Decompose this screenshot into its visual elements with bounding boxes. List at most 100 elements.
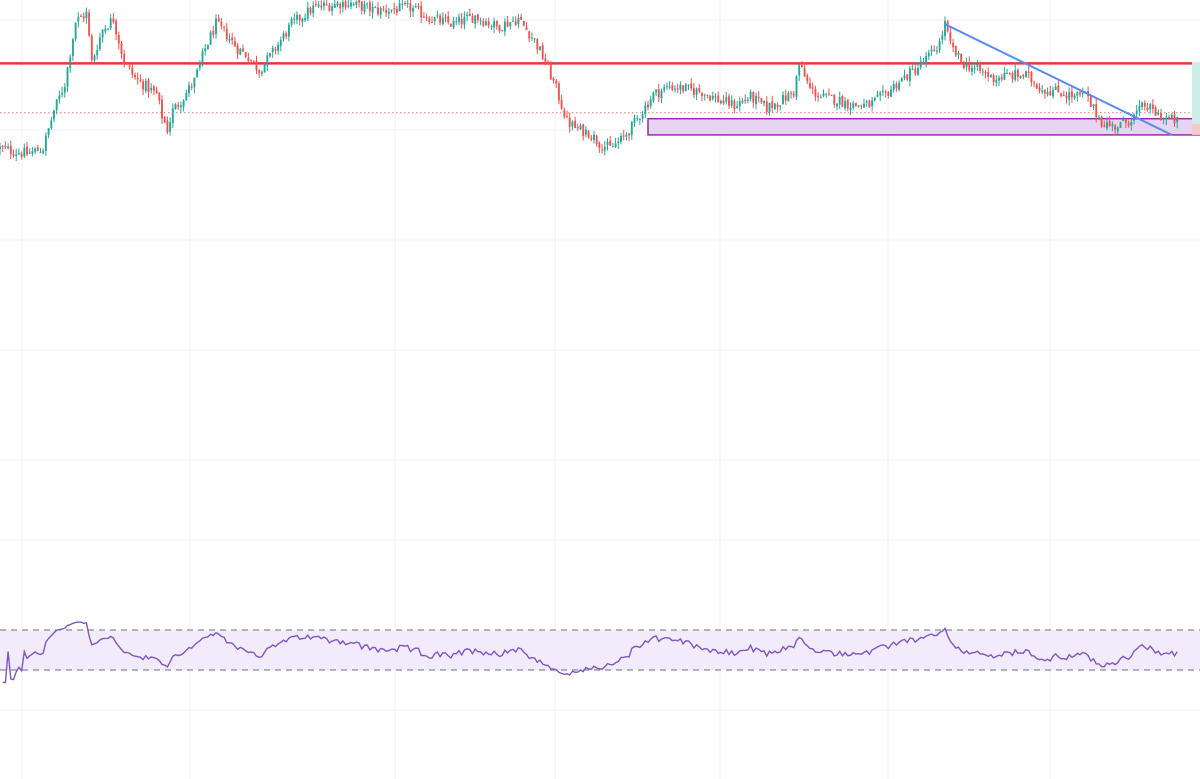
candle-body: [1076, 92, 1079, 96]
candle-up: [1092, 103, 1095, 111]
candle-body: [644, 105, 647, 115]
candle-body: [692, 88, 695, 95]
candle-body: [487, 21, 490, 26]
candle-up: [509, 22, 512, 30]
candle-body: [115, 20, 118, 35]
candle-body: [900, 78, 903, 82]
candle-body: [20, 153, 23, 157]
candle-down: [914, 64, 917, 77]
candle-body: [301, 18, 304, 22]
candle-up: [763, 100, 766, 107]
candle-up: [687, 84, 690, 91]
rsi-pane[interactable]: [0, 621, 1200, 684]
candle-down: [987, 67, 990, 82]
candle-up: [347, 0, 350, 9]
candle-up: [695, 87, 698, 101]
candle-body: [765, 101, 768, 112]
candle-down: [1095, 98, 1098, 123]
candle-up: [306, 1, 309, 22]
candle-body: [466, 14, 469, 17]
candle-up: [630, 121, 633, 140]
candle-body: [355, 1, 358, 5]
candle-down: [385, 4, 388, 17]
candle-up: [1052, 86, 1054, 99]
candle-body: [911, 68, 914, 70]
candle-body: [1003, 73, 1006, 80]
candle-down: [811, 82, 814, 95]
support-zone-rect[interactable]: [647, 117, 1200, 136]
candle-body: [706, 94, 709, 96]
candle-body: [304, 17, 307, 21]
candle-body: [1073, 95, 1076, 99]
candle-body: [398, 3, 401, 12]
candle-up: [1076, 91, 1079, 102]
candle-body: [39, 152, 42, 154]
price-levels[interactable]: [0, 62, 1200, 114]
candle-body: [104, 28, 107, 32]
candle-body: [412, 7, 415, 12]
candle-body: [1035, 84, 1038, 89]
rsi-line[interactable]: [2, 621, 1178, 684]
candle-down: [393, 2, 396, 15]
candle-body: [944, 21, 946, 37]
candle-up: [898, 80, 901, 92]
candle-body: [903, 75, 906, 79]
candle-down: [1100, 115, 1103, 128]
candle-down: [395, 6, 398, 16]
candle-body: [544, 58, 547, 63]
candle-body: [1143, 103, 1146, 107]
candle-body: [1160, 113, 1162, 121]
trendline-drawing[interactable]: [944, 23, 1173, 136]
candle-down: [382, 5, 385, 12]
candle-body: [935, 50, 938, 52]
candle-down: [520, 13, 523, 20]
candle-body: [125, 63, 128, 65]
candle-body: [47, 128, 50, 135]
candle-up: [341, 0, 344, 13]
candle-down: [447, 11, 450, 25]
candle-up: [66, 66, 69, 93]
candle-body: [471, 16, 474, 23]
candle-body: [898, 82, 901, 90]
candle-down: [525, 22, 528, 30]
candle-body: [1014, 70, 1017, 80]
candle-down: [325, 0, 328, 6]
candle-up: [665, 82, 668, 90]
candle-down: [609, 136, 612, 146]
candle-body: [404, 2, 406, 5]
candle-up: [908, 65, 911, 87]
candle-body: [1060, 93, 1063, 97]
candle-body: [336, 2, 339, 6]
candle-down: [647, 100, 649, 111]
candle-up: [1176, 116, 1179, 129]
candle-body: [1043, 89, 1046, 94]
right-edge-green-marker: [1192, 62, 1200, 125]
candle-up: [593, 130, 595, 144]
candle-body: [1103, 125, 1106, 127]
candle-body: [557, 83, 560, 101]
candle-body: [517, 18, 520, 25]
candle-down: [131, 63, 134, 79]
candle-body: [833, 94, 836, 105]
candle-body: [825, 94, 828, 96]
candle-up: [611, 142, 614, 148]
candle-up: [1003, 67, 1006, 80]
candle-down: [833, 93, 836, 108]
candle-body: [395, 8, 398, 13]
candle-body: [509, 22, 512, 27]
candle-body: [587, 130, 590, 138]
candle-up: [881, 85, 884, 97]
candle-up: [1116, 126, 1119, 135]
support-zone[interactable]: [647, 117, 1200, 136]
candle-body: [1097, 117, 1100, 119]
candle-down: [1, 145, 4, 153]
candle-body: [1027, 71, 1030, 73]
candle-body: [525, 26, 528, 30]
candle-up: [1130, 117, 1133, 131]
candle-body: [962, 62, 965, 68]
candle-body: [4, 145, 7, 148]
candle-body: [90, 35, 93, 61]
descending-trendline[interactable]: [944, 23, 1173, 136]
